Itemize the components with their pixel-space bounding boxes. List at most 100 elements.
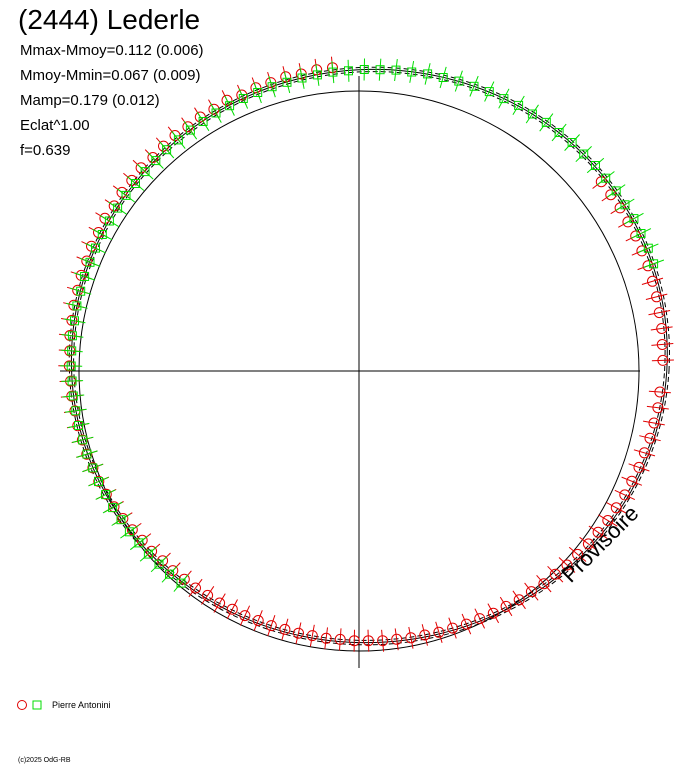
- stat-f: f=0.639: [20, 142, 71, 159]
- point-square-4: [620, 200, 630, 210]
- errorbar-sq-58: [71, 436, 94, 443]
- point-circle-95: [636, 245, 648, 257]
- point-square-28: [282, 77, 292, 87]
- errorbar-ci-71: [524, 582, 539, 601]
- errorbar-ci-79: [606, 502, 627, 514]
- errorbar-ci-74: [558, 557, 576, 573]
- point-circle-82: [633, 461, 645, 473]
- point-square-0: [649, 259, 659, 269]
- point-square-5: [611, 186, 621, 196]
- errorbar-sq-38: [147, 152, 164, 169]
- point-circle-3: [280, 71, 292, 83]
- point-circle-34: [81, 448, 93, 460]
- point-square-61: [94, 477, 103, 487]
- point-square-33: [211, 108, 221, 118]
- point-circle-84: [644, 432, 656, 444]
- errorbar-sq-7: [586, 157, 605, 174]
- errorbar-ci-72: [536, 574, 552, 593]
- point-circle-17: [108, 200, 120, 212]
- errorbar-sq-33: [210, 103, 222, 123]
- point-circle-54: [293, 627, 304, 639]
- point-circle-68: [487, 607, 499, 619]
- point-square-54: [67, 376, 77, 386]
- point-circle-92: [651, 291, 663, 303]
- errorbar-sq-17: [454, 70, 463, 92]
- errorbar-sq-39: [136, 163, 154, 180]
- errorbar-sq-27: [299, 67, 305, 89]
- point-circle-77: [592, 526, 604, 538]
- point-square-10: [554, 128, 564, 137]
- point-square-69: [165, 569, 174, 579]
- errorbar-sq-19: [424, 63, 431, 85]
- point-circle-80: [619, 489, 631, 501]
- copyright-notice: (c)2025 OdG-RB: [18, 757, 71, 764]
- stat-eclat: Eclat^1.00: [20, 117, 90, 134]
- errorbar-sq-13: [512, 95, 525, 116]
- point-circle-49: [226, 603, 238, 615]
- errorbar-sq-64: [111, 513, 131, 526]
- errorbar-sq-37: [159, 141, 175, 159]
- point-square-70: [176, 578, 186, 588]
- errorbar-sq-14: [498, 88, 510, 109]
- errorbar-ci-73: [547, 565, 564, 583]
- errorbar-sq-26: [315, 64, 320, 86]
- axes: [60, 76, 640, 668]
- point-circle-7: [221, 94, 233, 106]
- point-square-20: [407, 67, 417, 77]
- point-circle-40: [126, 524, 138, 536]
- errorbar-ci-85: [643, 420, 665, 426]
- errorbar-sq-20: [409, 61, 415, 83]
- point-square-11: [541, 117, 551, 127]
- point-circle-25: [66, 314, 78, 326]
- point-circle-51: [252, 615, 264, 626]
- point-circle-35: [87, 462, 99, 474]
- chart-title: (2444) Lederle: [18, 4, 201, 35]
- errorbar-sq-62: [95, 489, 116, 500]
- errorbar-ci-77: [588, 525, 608, 539]
- errorbar-sq-57: [67, 422, 90, 429]
- point-square-55: [68, 391, 78, 401]
- errorbar-ci-47: [201, 586, 215, 605]
- errorbar-sq-25: [331, 61, 335, 84]
- point-circle-97: [622, 216, 634, 228]
- point-circle-93: [647, 275, 658, 287]
- errorbar-ci-91: [648, 310, 671, 316]
- point-square-66: [134, 538, 144, 548]
- point-square-25: [328, 67, 338, 77]
- errorbar-ci-53: [281, 618, 289, 641]
- point-square-8: [579, 149, 589, 159]
- point-square-46: [85, 257, 95, 267]
- errorbar-sq-44: [92, 228, 113, 241]
- point-square-65: [124, 527, 134, 537]
- point-circle-56: [320, 632, 332, 644]
- errorbar-sq-29: [268, 76, 276, 98]
- point-square-52: [67, 346, 77, 356]
- errorbar-ci-84: [639, 435, 661, 442]
- point-square-68: [154, 559, 164, 569]
- errorbar-sq-0: [643, 259, 665, 268]
- errorbar-ci-61: [394, 628, 399, 651]
- errorbar-sq-10: [551, 123, 567, 142]
- errorbar-ci-83: [633, 449, 656, 457]
- errorbar-sq-30: [253, 82, 262, 104]
- legend-circle-marker: [17, 700, 27, 710]
- errorbar-sq-67: [139, 546, 158, 562]
- point-circle-63: [419, 629, 431, 641]
- errorbar-sq-24: [347, 59, 350, 82]
- point-circle-67: [474, 613, 486, 625]
- point-square-38: [151, 156, 161, 166]
- point-circle-5: [250, 82, 262, 94]
- stat-mmoy-mmin: Mmoy-Mmin=0.067 (0.009): [20, 67, 201, 84]
- errorbar-sq-6: [596, 171, 615, 186]
- point-circle-64: [433, 626, 445, 638]
- point-square-31: [238, 94, 248, 103]
- errorbar-sq-32: [224, 95, 235, 116]
- errorbar-ci-67: [474, 608, 486, 629]
- point-square-1: [643, 243, 653, 253]
- errorbar-sq-5: [606, 184, 626, 198]
- point-square-41: [121, 190, 131, 200]
- point-square-64: [116, 515, 126, 525]
- errorbar-sq-15: [484, 81, 495, 102]
- errorbar-sq-36: [171, 130, 186, 149]
- point-square-60: [88, 463, 98, 473]
